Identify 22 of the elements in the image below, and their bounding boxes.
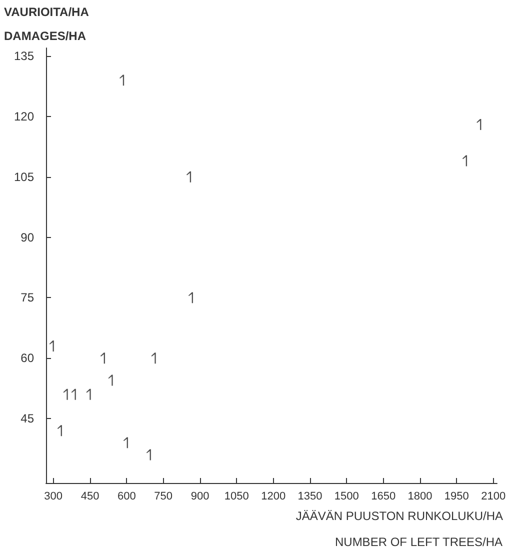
- x-tick-label: 1500: [334, 490, 359, 502]
- x-tick-label: 1350: [298, 490, 322, 502]
- x-tick-label: 1950: [444, 490, 469, 502]
- y-axis-title: VAURIOITA/HA DAMAGES/HA: [4, 5, 90, 43]
- x-tick-label: 1200: [261, 490, 286, 502]
- y-tick-label: 60: [20, 351, 34, 366]
- y-tick-label: 90: [20, 230, 34, 244]
- y-tick-label: 120: [14, 109, 34, 124]
- x-tick-label: 1650: [371, 490, 396, 502]
- x-tick-label: 300: [44, 490, 63, 502]
- y-tick-label: 75: [20, 290, 34, 305]
- x-tick-label: 900: [190, 490, 210, 502]
- y-tick-label: 135: [14, 49, 34, 64]
- y-tick-label: 105: [14, 170, 34, 184]
- x-tick-label: 600: [117, 490, 136, 502]
- x-tick-label: 750: [154, 490, 173, 502]
- x-tick-label: 1800: [408, 490, 432, 502]
- x-tick-label: 2100: [481, 490, 506, 502]
- y-tick-label: 45: [20, 412, 34, 426]
- x-tick-label: 450: [80, 490, 100, 502]
- x-tick-label: 1050: [224, 490, 249, 502]
- x-axis-title: JÄÄVÄN PUUSTON RUNKOLUKU/HA NUMBER OF LEFT TREES/HA: [296, 509, 504, 549]
